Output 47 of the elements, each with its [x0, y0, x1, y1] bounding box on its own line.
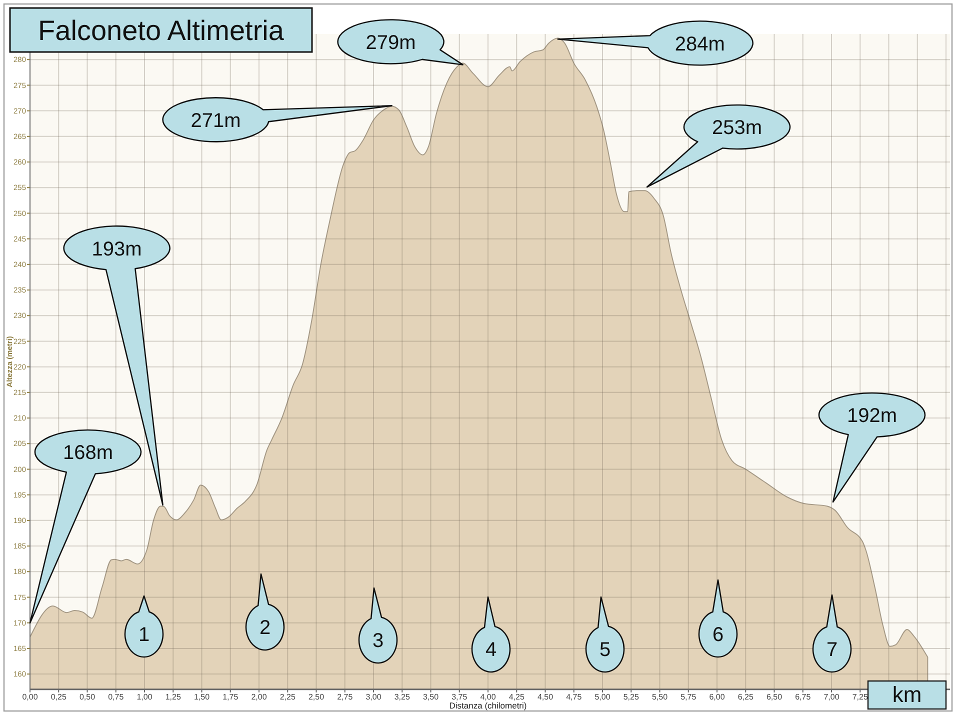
annotation: 192m: [846, 405, 898, 428]
x-tick-label: 5,25: [623, 692, 640, 702]
x-tick-label: 4,00: [480, 692, 496, 702]
annotation: 3: [372, 630, 384, 652]
annotation: 2: [259, 617, 271, 640]
x-tick-label: 1,50: [194, 692, 210, 702]
x-tick-label: 0,75: [108, 692, 124, 702]
x-tick-label: 2,25: [280, 692, 296, 702]
x-tick-label: 2,75: [337, 692, 354, 702]
annotation: 168m: [62, 442, 114, 464]
x-tick-label: 6,25: [738, 692, 754, 702]
annotation: 5: [599, 639, 611, 662]
x-tick-label: 4,75: [566, 692, 582, 702]
annotation: 1: [138, 624, 150, 646]
annotation: 284m: [674, 33, 725, 56]
x-tick-label: 3,00: [366, 692, 382, 702]
x-tick-label: 2,00: [251, 692, 268, 702]
annotation: 271m: [190, 110, 241, 132]
annotation: 7: [826, 639, 838, 662]
annotation: 193m: [92, 238, 142, 260]
x-tick-label: 0,25: [50, 692, 67, 702]
x-tick-label: 6,75: [795, 692, 812, 702]
x-tick-label: 7,00: [824, 692, 840, 702]
x-tick-label: 6,00: [709, 692, 726, 702]
x-tick-label: 1,75: [222, 692, 239, 702]
x-tick-label: 1,25: [165, 692, 182, 702]
annotation: 279m: [366, 32, 416, 54]
x-tick-label: 0,50: [79, 692, 96, 702]
chart-title: Falconeto Altimetria: [38, 15, 284, 46]
x-tick-label: 3,75: [452, 692, 468, 702]
x-tick-label: 1,00: [136, 692, 153, 702]
x-tick-label: 4,25: [508, 692, 525, 702]
annotation: 253m: [712, 117, 762, 140]
annotation: 6: [712, 624, 724, 646]
x-tick-label: 7,25: [852, 692, 868, 702]
x-tick-label: 5,50: [652, 692, 668, 702]
x-tick-label: 5,75: [680, 692, 697, 702]
x-tick-label: 5,00: [594, 692, 611, 702]
x-tick-label: 4,50: [537, 692, 554, 702]
x-tick-label: 6,50: [766, 692, 783, 702]
annotation: 4: [485, 639, 497, 662]
x-tick-label: 2,50: [308, 692, 325, 702]
annotation: km: [892, 682, 922, 707]
x-axis-title: Distanza (chilometri): [449, 700, 527, 710]
x-tick-label: 3,50: [422, 692, 440, 702]
x-tick-label: 0,00: [22, 692, 38, 702]
x-tick-label: 3,25: [394, 692, 410, 702]
